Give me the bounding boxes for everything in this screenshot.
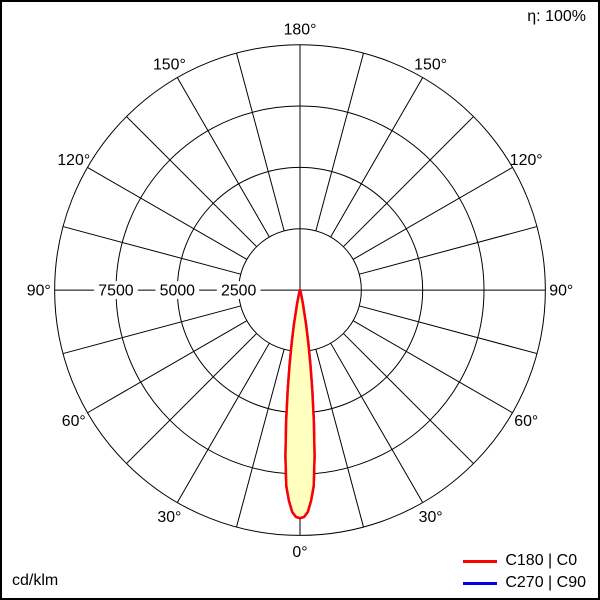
axis-labels: 2500 5000 7500 0° 30° 30° 60° 60° 90° 90° 120° 120°… [27, 21, 574, 560]
efficiency-label: η: 100% [527, 8, 586, 25]
legend-item-c270-c90: C270 | C90 [463, 574, 586, 592]
angle-label: 120° [510, 152, 543, 169]
angle-label: 0° [292, 544, 307, 561]
radial-tick-label: 5000 [160, 283, 195, 300]
tick-label-mask [155, 281, 200, 300]
series-curve-c180-c0 [284, 288, 316, 520]
angle-label: 30° [157, 509, 181, 526]
legend-label-c270-c90: C270 | C90 [505, 574, 586, 591]
angle-label: 30° [419, 509, 443, 526]
legend-item-c180-c0: C180 | C0 [463, 552, 586, 570]
legend-line-blue [463, 581, 498, 585]
angle-label: 90° [549, 283, 573, 300]
tick-label-mask [94, 281, 138, 300]
angle-label: 60° [514, 413, 538, 430]
angle-label: 90° [27, 283, 51, 300]
angle-label: 60° [62, 413, 86, 430]
radial-tick-label: 2500 [221, 283, 256, 300]
radial-tick-label: 7500 [98, 283, 133, 300]
angle-label: 150° [414, 56, 447, 73]
polar-grid [54, 44, 546, 536]
unit-label: cd/klm [12, 572, 59, 589]
angle-label: 180° [284, 21, 317, 38]
angle-label: 150° [153, 56, 186, 73]
legend: C180 | C0 C270 | C90 [463, 552, 586, 592]
legend-label-c180-c0: C180 | C0 [505, 552, 578, 569]
angle-label: 120° [57, 152, 90, 169]
legend-line-red [463, 559, 498, 563]
tick-label-mask [216, 281, 261, 300]
series-curves [284, 288, 316, 520]
